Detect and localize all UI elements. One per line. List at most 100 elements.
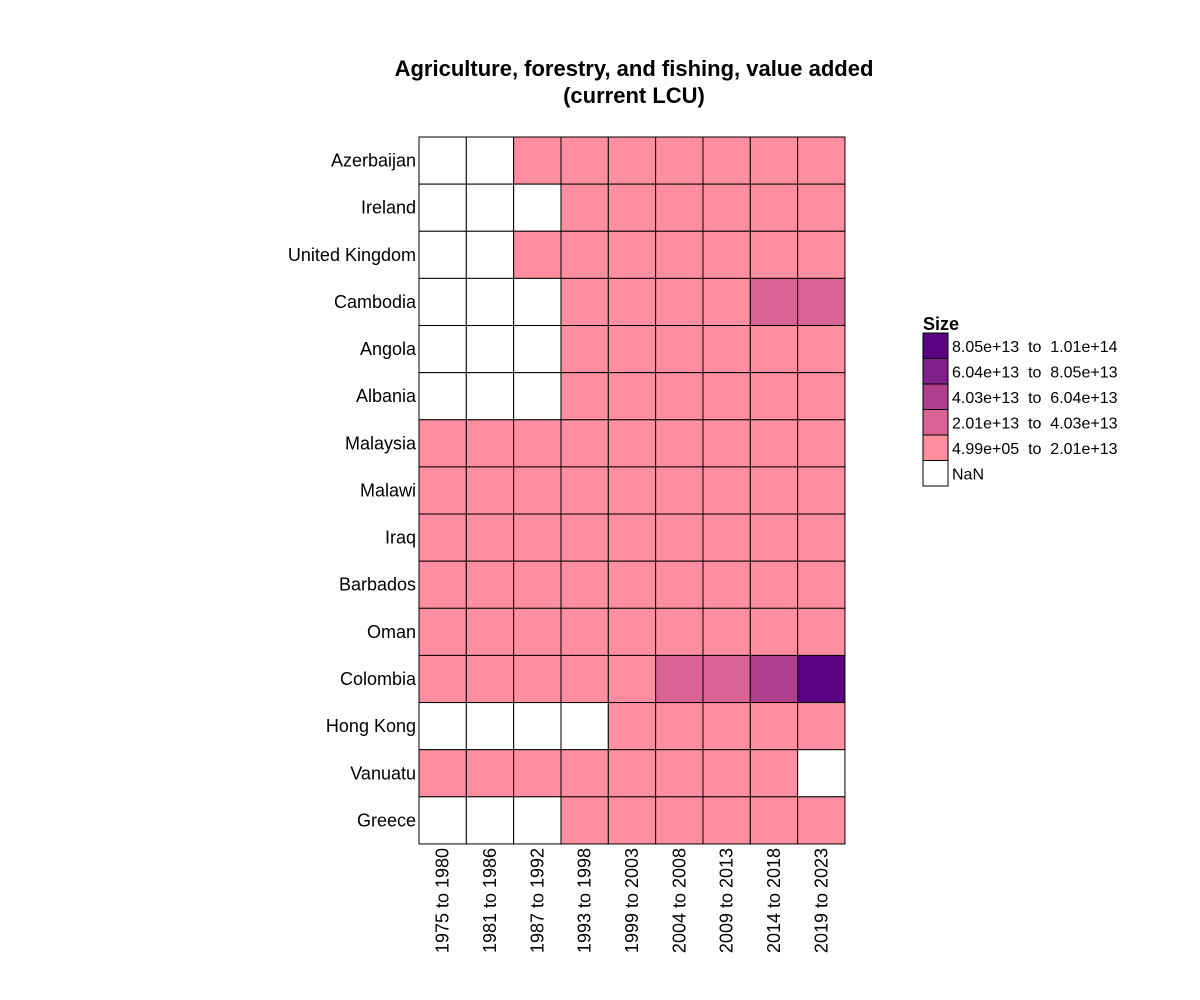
heatmap-cell xyxy=(702,607,751,656)
heatmap-cell xyxy=(797,702,846,751)
heatmap-cell xyxy=(797,136,846,185)
heatmap-cell xyxy=(418,419,467,468)
chart-title: Agriculture, forestry, and fishing, valu… xyxy=(395,56,874,108)
heatmap-cell xyxy=(560,749,609,798)
heatmap-cell xyxy=(655,560,704,609)
heatmap-cell xyxy=(749,702,799,751)
heatmap-cell xyxy=(702,513,751,562)
heatmap-cell xyxy=(749,230,799,279)
heatmap-cell xyxy=(655,372,704,421)
heatmap-cell xyxy=(655,230,704,279)
heatmap-cell xyxy=(513,560,562,609)
heatmap-cell xyxy=(607,513,657,562)
heatmap-cell xyxy=(607,183,657,232)
heatmap-cell xyxy=(465,136,515,185)
heatmap-cell xyxy=(749,796,799,845)
column-label: 2019 to 2023 xyxy=(811,848,831,953)
heatmap-cell xyxy=(749,466,799,515)
chart-title-line-2: (current LCU) xyxy=(563,83,705,108)
row-label: Iraq xyxy=(385,528,416,548)
heatmap-cell xyxy=(465,419,515,468)
column-label: 2004 to 2008 xyxy=(669,848,689,953)
heatmap-cell xyxy=(418,513,467,562)
legend-label: 6.04e+13 to 8.05e+13 xyxy=(952,364,1118,381)
heatmap-cell xyxy=(513,372,562,421)
heatmap-cell xyxy=(702,702,751,751)
heatmap-cell xyxy=(418,749,467,798)
heatmap-cell xyxy=(749,749,799,798)
heatmap-cell xyxy=(560,372,609,421)
heatmap-cell xyxy=(465,796,515,845)
heatmap-cell xyxy=(797,749,846,798)
heatmap-cell xyxy=(607,749,657,798)
column-label: 2009 to 2013 xyxy=(717,848,737,953)
heatmap-cell xyxy=(702,560,751,609)
heatmap-cell xyxy=(465,702,515,751)
heatmap-cell xyxy=(749,372,799,421)
heatmap-cell xyxy=(797,560,846,609)
legend-swatch xyxy=(922,409,949,436)
column-label: 1975 to 1980 xyxy=(433,848,453,953)
heatmap-cell xyxy=(749,560,799,609)
heatmap-cell xyxy=(465,654,515,704)
heatmap-cell xyxy=(607,136,657,185)
heatmap-cell xyxy=(465,466,515,515)
heatmap-cell xyxy=(749,513,799,562)
heatmap-cell xyxy=(749,325,799,374)
heatmap-cell xyxy=(465,749,515,798)
heatmap-cell xyxy=(418,136,467,185)
heatmap-cell xyxy=(418,560,467,609)
heatmap-cell xyxy=(655,513,704,562)
heatmap-cell xyxy=(607,277,657,327)
heatmap-cell xyxy=(797,325,846,374)
column-label: 1993 to 1998 xyxy=(575,848,595,953)
legend-label: 2.01e+13 to 4.03e+13 xyxy=(952,415,1118,432)
heatmap-cell xyxy=(513,136,562,185)
heatmap-cell xyxy=(797,466,846,515)
heatmap-cell xyxy=(749,277,799,327)
row-label: Barbados xyxy=(339,575,416,595)
heatmap-cell xyxy=(655,796,704,845)
heatmap-cell xyxy=(513,796,562,845)
heatmap-cell xyxy=(465,513,515,562)
heatmap-cell xyxy=(607,230,657,279)
heatmap-cell xyxy=(513,513,562,562)
column-label: 1981 to 1986 xyxy=(480,848,500,953)
heatmap-cell xyxy=(513,183,562,232)
heatmap-cell xyxy=(749,183,799,232)
heatmap-cell xyxy=(607,560,657,609)
row-label: Hong Kong xyxy=(326,716,416,736)
heatmap-cell xyxy=(702,419,751,468)
heatmap-cell xyxy=(418,277,467,327)
heatmap-cell xyxy=(465,230,515,279)
heatmap-cell xyxy=(560,183,609,232)
heatmap-cell xyxy=(655,466,704,515)
heatmap-cell xyxy=(418,372,467,421)
legend-swatch xyxy=(922,332,949,359)
heatmap-cell xyxy=(702,230,751,279)
heatmap-cell xyxy=(560,702,609,751)
heatmap-cell xyxy=(749,419,799,468)
legend: Size 8.05e+13 to 1.01e+14 6.04e+13 to 8.05… xyxy=(922,314,1118,487)
heatmap-cell xyxy=(797,372,846,421)
heatmap-cell xyxy=(702,136,751,185)
legend-label: 8.05e+13 to 1.01e+14 xyxy=(952,339,1118,356)
heatmap-cell xyxy=(465,325,515,374)
row-label: Oman xyxy=(367,622,416,642)
heatmap-cell xyxy=(702,796,751,845)
column-labels: 1975 to 1980 1981 to 1986 1987 to 1992 1993… xyxy=(433,848,832,953)
row-label: United Kingdom xyxy=(288,245,416,265)
heatmap-cell xyxy=(607,419,657,468)
heatmap-cell xyxy=(607,607,657,656)
legend-title: Size xyxy=(923,314,959,334)
heatmap-cell xyxy=(465,560,515,609)
heatmap-cell xyxy=(702,466,751,515)
heatmap-cell xyxy=(560,136,609,185)
column-label: 2014 to 2018 xyxy=(764,848,784,953)
heatmap-cell xyxy=(655,702,704,751)
heatmap-cell xyxy=(560,654,609,704)
heatmap-cell xyxy=(560,560,609,609)
heatmap-cell xyxy=(655,136,704,185)
heatmap-cell xyxy=(465,372,515,421)
